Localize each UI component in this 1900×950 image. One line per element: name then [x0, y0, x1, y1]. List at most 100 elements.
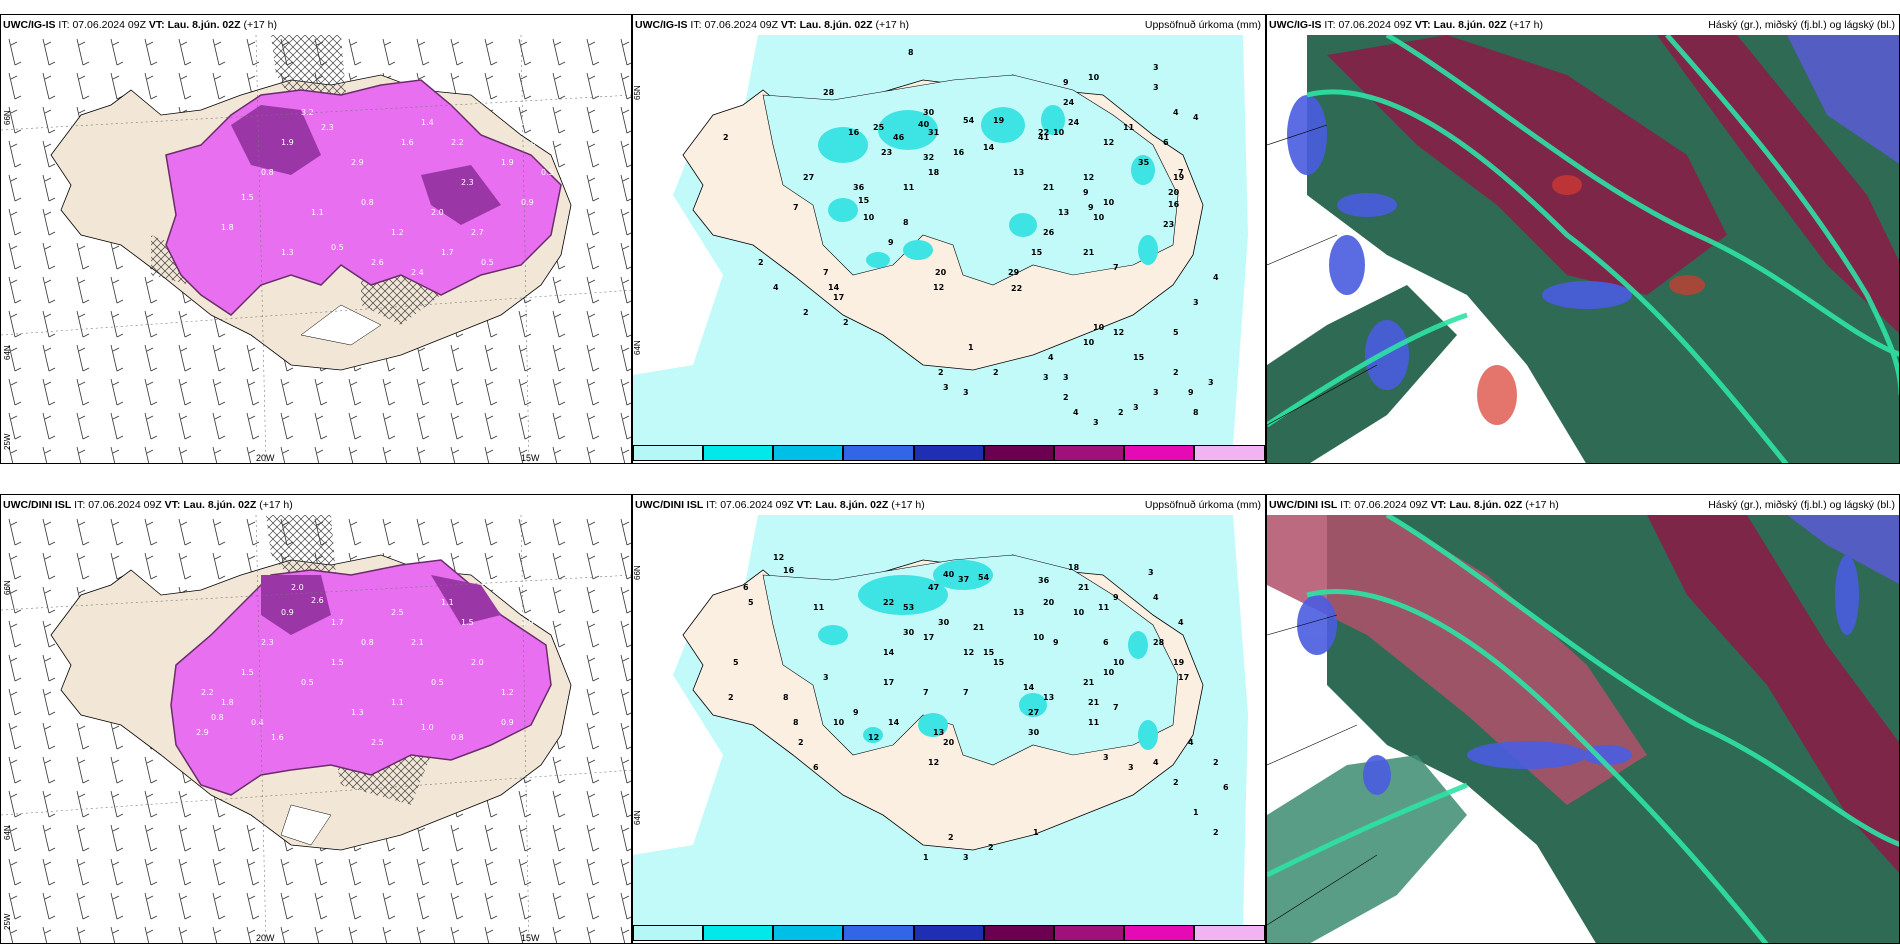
svg-text:2: 2 [803, 308, 809, 317]
header-top-middle: UWC/IG-IS IT: 07.06.2024 09Z VT: Lau. 8.… [635, 19, 909, 31]
svg-text:21: 21 [973, 623, 985, 632]
cloud-map-top [1267, 35, 1899, 463]
panel-bottom-middle: UWC/DINI ISL IT: 07.06.2024 09Z VT: Lau.… [632, 494, 1266, 944]
colorbar-cell [913, 445, 984, 461]
svg-text:4: 4 [1188, 738, 1194, 747]
lat-label-66n: 66N [3, 110, 12, 125]
colorbar-tick: 400 [1194, 462, 1208, 463]
header-top-right: UWC/IG-IS IT: 07.06.2024 09Z VT: Lau. 8.… [1269, 19, 1543, 31]
colorbar-cell [1124, 445, 1195, 461]
lead-time: (+17 h) [891, 499, 925, 511]
svg-text:1.9: 1.9 [501, 158, 514, 167]
svg-text:21: 21 [1088, 698, 1100, 707]
svg-text:1.1: 1.1 [311, 208, 324, 217]
svg-text:12: 12 [868, 733, 879, 742]
svg-text:2.4: 2.4 [411, 268, 424, 277]
valid-time: Lau. 8.jún. 02Z [815, 499, 889, 511]
colorbar-cell [703, 925, 774, 941]
lat-label-66n: 66N [633, 565, 642, 580]
svg-text:18: 18 [1068, 563, 1080, 572]
svg-text:3: 3 [1128, 763, 1134, 772]
svg-text:17: 17 [833, 293, 844, 302]
svg-text:12: 12 [1083, 173, 1094, 182]
svg-text:36: 36 [1038, 576, 1050, 585]
svg-text:40: 40 [943, 570, 955, 579]
colorbar-cell [843, 445, 914, 461]
colorbar-cell [913, 925, 984, 941]
svg-text:7: 7 [793, 203, 799, 212]
svg-text:4: 4 [1048, 353, 1054, 362]
lead-time: (+17 h) [259, 499, 293, 511]
svg-text:0.5: 0.5 [301, 678, 314, 687]
svg-text:22: 22 [1038, 128, 1049, 137]
svg-text:0.3: 0.3 [521, 118, 534, 127]
svg-text:24: 24 [1063, 98, 1075, 107]
model-name: UWC/IG-IS [1269, 19, 1322, 31]
svg-text:16: 16 [783, 566, 795, 575]
svg-text:40: 40 [918, 120, 930, 129]
panel-bottom-left: UWC/DINI ISL IT: 07.06.2024 09Z VT: Lau.… [0, 494, 632, 944]
lead-time: (+17 h) [875, 19, 910, 31]
svg-text:19: 19 [1173, 173, 1185, 182]
svg-text:13: 13 [1013, 608, 1024, 617]
svg-text:26: 26 [1043, 228, 1055, 237]
colorbar-top: 1 10 25 50 75 100 150 200 400 [633, 445, 1265, 463]
it-prefix: IT: [1324, 19, 1336, 31]
lat-label-64n: 64N [633, 340, 642, 355]
svg-text:0.9: 0.9 [521, 618, 534, 627]
svg-text:16: 16 [848, 128, 860, 137]
svg-text:10: 10 [1088, 73, 1100, 82]
svg-text:10: 10 [1103, 668, 1115, 677]
svg-text:12: 12 [963, 648, 974, 657]
svg-text:2: 2 [843, 318, 849, 327]
svg-text:30: 30 [1028, 728, 1040, 737]
colorbar-tick: 100 [984, 942, 998, 943]
svg-text:11: 11 [1123, 123, 1135, 132]
svg-text:1.0: 1.0 [421, 723, 434, 732]
svg-text:2: 2 [758, 258, 764, 267]
precip-medium-spots [818, 105, 1158, 268]
lead-time: (+17 h) [1525, 499, 1559, 511]
svg-text:2.6: 2.6 [371, 258, 384, 267]
svg-text:36: 36 [853, 183, 865, 192]
header-bottom-right: UWC/DINI ISL IT: 07.06.2024 09Z VT: Lau.… [1269, 499, 1559, 511]
svg-text:35: 35 [1138, 158, 1150, 167]
svg-text:2.0: 2.0 [431, 208, 444, 217]
svg-text:1.5: 1.5 [241, 193, 254, 202]
svg-text:15: 15 [1031, 248, 1043, 257]
svg-text:1: 1 [968, 343, 974, 352]
svg-text:30: 30 [923, 108, 935, 117]
colorbar-cell [983, 925, 1054, 941]
panel-top-middle: UWC/IG-IS IT: 07.06.2024 09Z VT: Lau. 8.… [632, 14, 1266, 464]
svg-text:6: 6 [1163, 138, 1169, 147]
colorbar-tick: 50 [843, 942, 852, 943]
svg-text:0.7: 0.7 [531, 138, 544, 147]
svg-text:2.9: 2.9 [196, 728, 209, 737]
svg-text:53: 53 [903, 603, 914, 612]
colorbar-tick: 150 [1054, 462, 1068, 463]
svg-text:32: 32 [923, 153, 934, 162]
it-prefix: IT: [74, 499, 86, 511]
svg-text:2: 2 [1213, 828, 1219, 837]
svg-text:3: 3 [1153, 388, 1159, 397]
colorbar-tick: 100 [984, 462, 998, 463]
svg-text:10: 10 [863, 213, 875, 222]
svg-text:1.3: 1.3 [281, 248, 294, 257]
svg-text:13: 13 [1058, 208, 1069, 217]
wind-values-bottom: 2.02.60.9 1.70.82.5 2.31.51.8 0.50.41.6 … [196, 578, 534, 747]
svg-text:1.2: 1.2 [501, 688, 514, 697]
svg-text:14: 14 [983, 143, 995, 152]
svg-text:54: 54 [963, 116, 975, 125]
svg-text:21: 21 [1083, 678, 1095, 687]
svg-text:3: 3 [1103, 753, 1109, 762]
svg-text:0.9: 0.9 [281, 608, 294, 617]
svg-text:3.2: 3.2 [301, 108, 314, 117]
colorbar-tick: 200 [1124, 942, 1138, 943]
cloud-map-bottom [1267, 515, 1899, 943]
colorbar-tick: 10 [703, 942, 712, 943]
colorbar-tick: 1 [633, 942, 638, 943]
colorbar-tick: 400 [1194, 942, 1208, 943]
svg-text:2.5: 2.5 [391, 608, 404, 617]
precip-light-region [762, 74, 1179, 286]
colorbar-tick: 50 [843, 462, 852, 463]
